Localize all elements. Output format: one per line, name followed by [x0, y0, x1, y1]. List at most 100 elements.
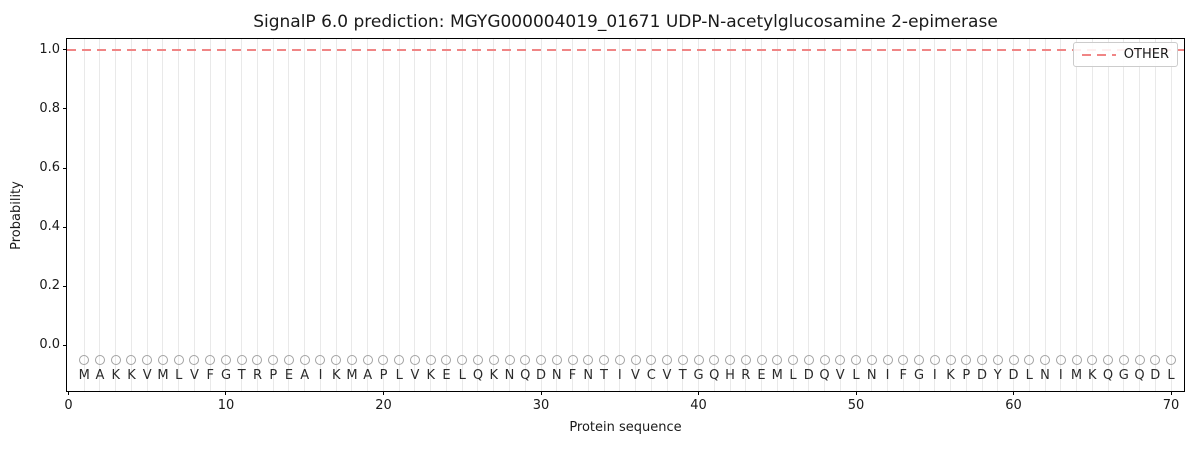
y-axis-tick-label: 0.8 [39, 100, 60, 116]
gridline [288, 39, 290, 391]
residue-marker [614, 354, 625, 365]
gridline [698, 39, 699, 391]
gridline [997, 39, 999, 391]
x-axis-tick [855, 391, 857, 395]
x-axis-tick [67, 391, 69, 395]
residue-letter: F [899, 367, 907, 383]
gridline [162, 39, 164, 391]
gridline [335, 39, 337, 391]
residue-marker [126, 354, 137, 365]
residue-marker [945, 354, 956, 365]
gridline [1107, 39, 1109, 391]
residue-marker [882, 354, 893, 365]
x-axis-tick-label: 60 [1005, 398, 1022, 413]
residue-letter: V [835, 367, 845, 383]
residue-letter: K [111, 367, 120, 383]
gridline [965, 39, 967, 391]
residue-letter: D [976, 367, 987, 383]
gridline [241, 39, 243, 391]
residue-letter: P [962, 367, 971, 383]
residue-marker [331, 354, 342, 365]
gridline [430, 39, 432, 391]
residue-letter: Q [819, 367, 830, 383]
residue-marker [992, 354, 1003, 365]
x-axis-tick-label: 10 [217, 398, 235, 413]
residue-marker [1150, 354, 1161, 365]
residue-marker [599, 354, 609, 365]
residue-marker [346, 354, 357, 365]
y-axis-tick [63, 226, 67, 228]
residue-marker [756, 354, 767, 365]
gridline [761, 39, 762, 391]
residue-letter: P [269, 367, 278, 383]
residue-letter: H [725, 367, 735, 383]
residue-letter: Q [520, 367, 531, 383]
residue-marker [725, 354, 735, 365]
other-probability-line [67, 48, 1184, 51]
residue-marker [677, 354, 688, 365]
x-axis-tick [382, 391, 384, 395]
gridline [950, 39, 951, 391]
x-axis-tick [540, 391, 542, 395]
gridline [1013, 39, 1014, 391]
residue-marker [1071, 354, 1082, 365]
legend: OTHER [1072, 42, 1178, 67]
gridline [713, 39, 715, 391]
residue-letter: M [771, 367, 783, 383]
gridline [209, 39, 211, 391]
residue-letter: D [803, 367, 814, 383]
gridline [918, 39, 920, 391]
residue-letter: I [1058, 367, 1063, 383]
y-axis-tick [63, 108, 67, 110]
gridline [619, 39, 621, 391]
y-axis-label: Probability [8, 180, 24, 250]
gridline [367, 39, 369, 391]
y-axis-tick-label: 0.6 [39, 160, 60, 176]
residue-letter: K [127, 367, 136, 383]
x-axis-tick-label: 50 [847, 398, 865, 413]
gridline [1028, 39, 1030, 391]
residue-letter: N [583, 367, 594, 383]
gridline [382, 39, 384, 391]
residue-marker [866, 354, 877, 365]
residue-letter: A [363, 367, 373, 383]
residue-letter: K [331, 367, 341, 383]
residue-marker [173, 354, 184, 365]
y-axis-tick [63, 167, 67, 169]
residue-letter: L [395, 367, 403, 383]
gridline [477, 39, 479, 391]
other-line-legend-swatch [1081, 53, 1116, 56]
x-axis-tick [225, 391, 227, 395]
residue-marker [315, 354, 326, 365]
residue-letter: I [318, 367, 323, 383]
gridline [99, 39, 101, 391]
residue-marker [1087, 354, 1098, 365]
residue-letter: P [379, 367, 388, 383]
residue-letter: D [535, 367, 546, 383]
gridline [981, 39, 983, 391]
residue-marker [488, 354, 499, 365]
residue-letter: M [157, 367, 169, 383]
gridline [319, 39, 321, 391]
residue-letter: A [300, 367, 310, 383]
residue-marker [1024, 354, 1035, 365]
gridline [729, 39, 731, 391]
gridline [1170, 39, 1172, 391]
residue-letter: G [220, 367, 232, 383]
gridline [304, 39, 306, 391]
gridline [871, 39, 873, 391]
gridline [1044, 39, 1046, 391]
y-axis-tick-label: 0.0 [39, 337, 60, 353]
residue-letter: M [1070, 367, 1083, 383]
residue-letter: L [458, 367, 466, 383]
residue-letter: Q [709, 367, 720, 383]
residue-letter: T [678, 367, 687, 383]
residue-marker [788, 354, 798, 365]
residue-marker [630, 354, 641, 365]
chart-title: SignalP 6.0 prediction: MGYG000004019_01… [253, 12, 998, 32]
residue-marker [268, 354, 279, 365]
gridline [351, 39, 353, 391]
gridline [1139, 39, 1140, 391]
